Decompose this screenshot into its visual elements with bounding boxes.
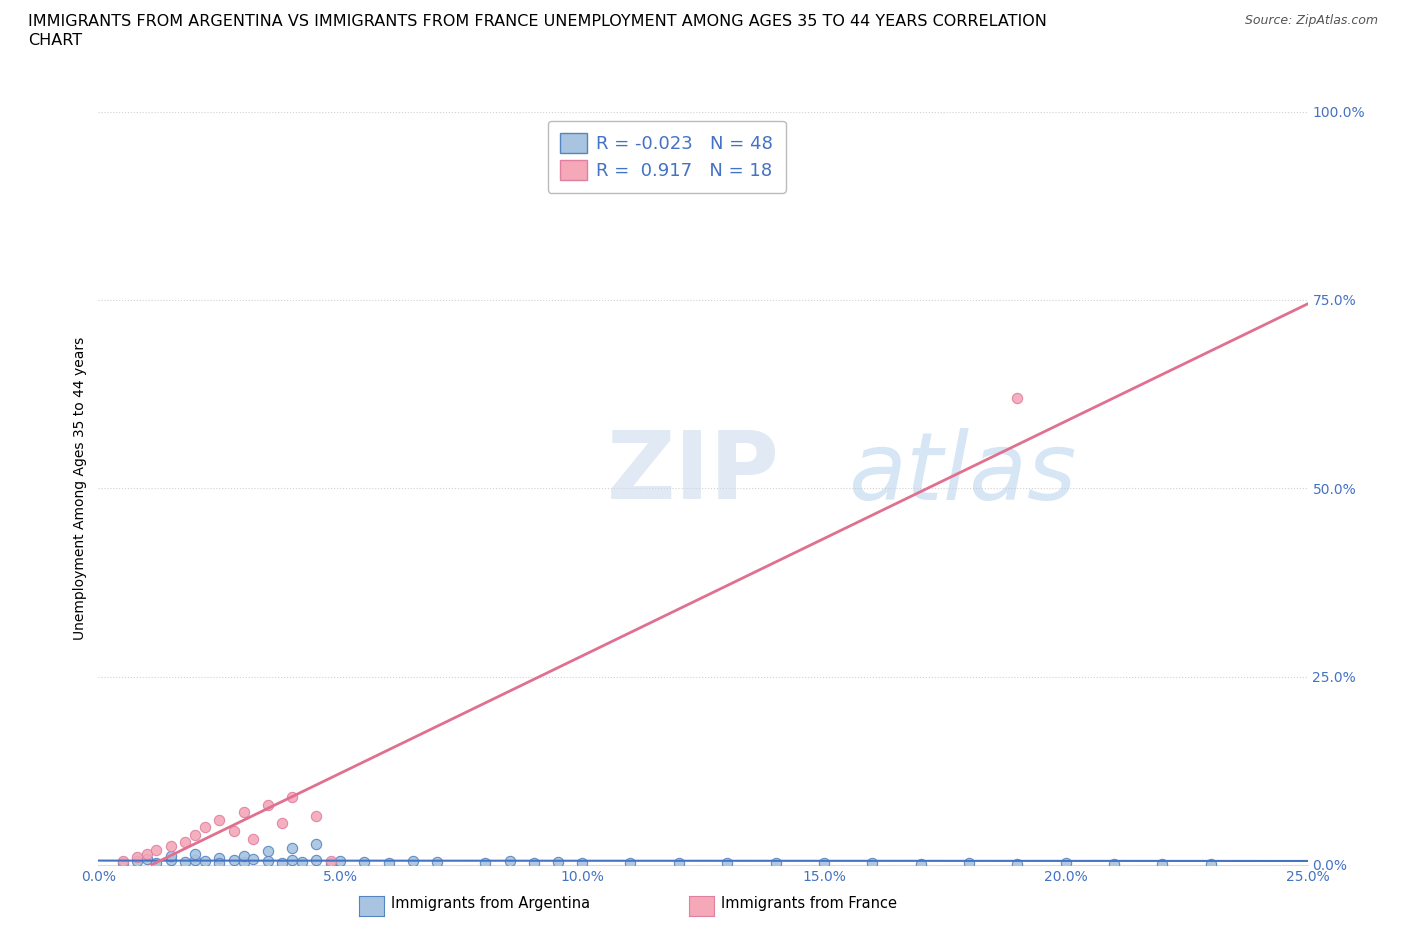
Point: [523, 856, 546, 870]
Point: [208, 851, 231, 866]
Point: [127, 850, 149, 865]
Point: [1054, 856, 1077, 870]
Point: [135, 852, 157, 867]
Text: ZIP: ZIP: [606, 427, 779, 519]
Point: [145, 856, 167, 870]
Point: [319, 856, 342, 870]
Point: [668, 856, 690, 870]
Point: [1102, 857, 1125, 871]
Point: [242, 831, 264, 846]
Point: [184, 852, 207, 867]
Point: [716, 856, 738, 870]
Point: [957, 856, 980, 870]
Text: Immigrants from Argentina: Immigrants from Argentina: [391, 897, 591, 911]
Point: [160, 839, 183, 854]
Point: [174, 835, 197, 850]
Point: [498, 854, 520, 869]
Point: [319, 854, 342, 869]
Point: [208, 812, 231, 827]
Point: [232, 848, 254, 863]
Point: [402, 854, 425, 869]
Point: [1152, 857, 1174, 871]
Point: [281, 841, 304, 856]
Point: [290, 855, 312, 870]
Point: [127, 854, 149, 869]
Point: [547, 855, 569, 870]
Point: [232, 804, 254, 819]
Point: [305, 808, 328, 823]
Point: [208, 856, 231, 870]
Text: Source: ZipAtlas.com: Source: ZipAtlas.com: [1244, 14, 1378, 27]
Point: [474, 856, 496, 870]
Text: IMMIGRANTS FROM ARGENTINA VS IMMIGRANTS FROM FRANCE UNEMPLOYMENT AMONG AGES 35 T: IMMIGRANTS FROM ARGENTINA VS IMMIGRANTS …: [28, 14, 1047, 29]
Point: [145, 843, 167, 857]
Point: [222, 824, 245, 839]
Point: [1007, 391, 1029, 405]
Point: [281, 790, 304, 804]
Point: [426, 855, 449, 870]
Point: [194, 854, 217, 869]
Point: [111, 856, 134, 870]
Point: [194, 820, 217, 835]
Point: [160, 853, 183, 868]
Point: [271, 816, 294, 830]
Point: [135, 846, 157, 861]
Point: [353, 855, 375, 870]
Point: [184, 828, 207, 843]
Legend: R = -0.023   N = 48, R =  0.917   N = 18: R = -0.023 N = 48, R = 0.917 N = 18: [547, 121, 786, 193]
Point: [305, 853, 328, 868]
Point: [765, 856, 787, 870]
Point: [1199, 857, 1222, 871]
Point: [813, 856, 835, 870]
Point: [256, 797, 278, 812]
Point: [910, 857, 932, 871]
Point: [377, 856, 399, 870]
Y-axis label: Unemployment Among Ages 35 to 44 years: Unemployment Among Ages 35 to 44 years: [73, 337, 87, 640]
Point: [256, 854, 278, 869]
Text: CHART: CHART: [28, 33, 82, 47]
Point: [184, 846, 207, 861]
Text: Immigrants from France: Immigrants from France: [721, 897, 897, 911]
Point: [222, 853, 245, 868]
Point: [271, 856, 294, 870]
Point: [111, 854, 134, 869]
Point: [242, 852, 264, 867]
Text: atlas: atlas: [848, 428, 1077, 519]
Point: [256, 844, 278, 858]
Point: [232, 855, 254, 870]
Point: [160, 848, 183, 863]
Point: [174, 855, 197, 870]
Point: [619, 856, 641, 870]
Point: [305, 836, 328, 851]
Point: [329, 854, 352, 869]
Point: [1007, 857, 1029, 871]
Point: [571, 856, 593, 870]
Point: [281, 852, 304, 867]
Point: [860, 856, 883, 870]
